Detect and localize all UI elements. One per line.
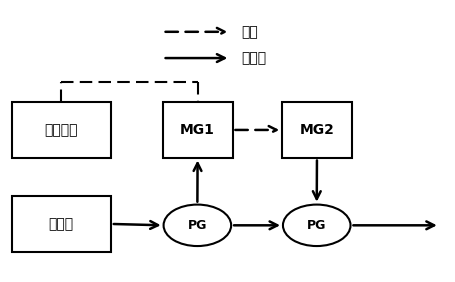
Circle shape (163, 204, 231, 246)
Circle shape (283, 204, 350, 246)
Text: 电能: 电能 (241, 25, 258, 39)
FancyBboxPatch shape (282, 102, 351, 158)
Text: MG1: MG1 (180, 123, 215, 137)
Text: 发动机: 发动机 (49, 217, 74, 231)
Text: PG: PG (187, 219, 207, 232)
Text: PG: PG (306, 219, 326, 232)
Text: 超级电容: 超级电容 (45, 123, 78, 137)
Text: MG2: MG2 (299, 123, 334, 137)
FancyBboxPatch shape (12, 102, 111, 158)
FancyBboxPatch shape (162, 102, 232, 158)
Text: 机械能: 机械能 (241, 51, 266, 65)
FancyBboxPatch shape (12, 196, 111, 252)
